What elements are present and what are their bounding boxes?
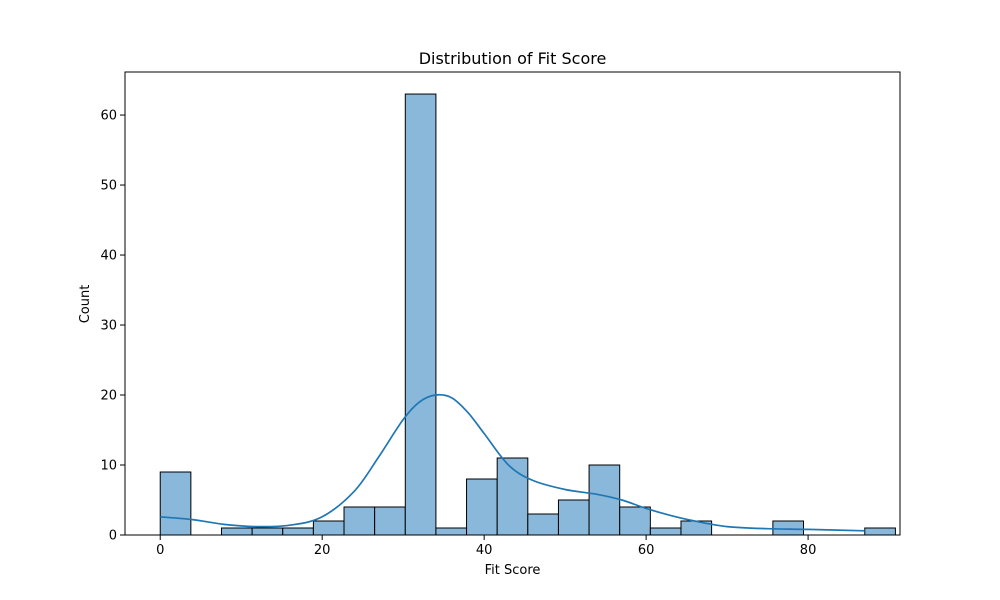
y-tick-label: 10 [100,459,117,474]
x-axis-label: Fit Score [485,563,541,578]
y-tick-label: 40 [100,249,117,264]
histogram-bar [588,464,621,536]
histogram-bar [527,513,559,536]
histogram-bar [772,520,805,536]
histogram-bar [466,478,498,536]
y-axis: 0 10 20 30 40 50 60 [100,109,125,544]
chart-title: Distribution of Fit Score [419,49,607,68]
y-tick-label: 60 [100,109,117,124]
x-tick-label: 0 [156,543,164,558]
x-tick-label: 80 [800,543,817,558]
x-tick-label: 60 [638,543,655,558]
y-tick-label: 30 [100,319,117,334]
x-tick-label: 40 [476,543,493,558]
histogram-bar [343,506,376,536]
histogram-bar [220,527,253,536]
bars-group [159,93,896,536]
y-tick-label: 50 [100,179,117,194]
plot-frame [124,71,901,536]
histogram-bar [374,506,406,536]
y-tick-label: 20 [100,389,117,404]
histogram-bar [404,93,437,536]
histogram-bar [251,527,284,536]
histogram-bar [864,527,896,536]
x-tick-label: 20 [314,543,331,558]
x-axis: 0 20 40 60 80 [156,535,816,558]
histogram-bar [159,471,192,536]
histogram-bar [619,506,651,536]
y-axis-label: Count [78,285,93,324]
kde-curve [160,393,865,532]
histogram-bar [435,527,468,536]
histogram-bar [282,527,314,536]
histogram-bar [312,520,345,536]
histogram-bar [496,457,529,536]
histogram-bar [649,527,682,536]
y-tick-label: 0 [109,529,117,544]
histogram-bar [557,499,590,536]
